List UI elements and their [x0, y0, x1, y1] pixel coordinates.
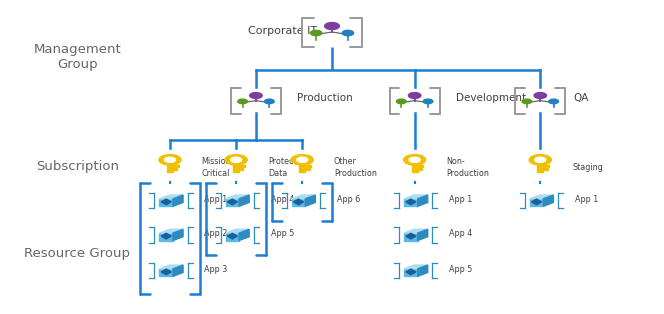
Polygon shape — [159, 199, 173, 206]
Polygon shape — [161, 233, 171, 239]
Polygon shape — [404, 195, 428, 199]
Bar — [239, 168, 244, 170]
Polygon shape — [161, 199, 171, 205]
Circle shape — [165, 157, 175, 162]
Text: App 6: App 6 — [337, 194, 360, 203]
Polygon shape — [226, 195, 249, 199]
Polygon shape — [418, 265, 428, 276]
Circle shape — [325, 23, 339, 30]
Bar — [305, 165, 311, 167]
Circle shape — [549, 99, 558, 104]
Circle shape — [396, 99, 406, 104]
Text: App 3: App 3 — [205, 264, 228, 273]
Polygon shape — [161, 269, 171, 275]
Text: Protected
Data: Protected Data — [268, 157, 307, 178]
Text: Non-
Production: Non- Production — [446, 157, 489, 178]
Polygon shape — [291, 199, 305, 206]
Bar — [418, 165, 423, 167]
Text: App 1: App 1 — [449, 194, 472, 203]
Polygon shape — [406, 233, 416, 239]
Polygon shape — [530, 199, 543, 206]
Circle shape — [230, 157, 242, 162]
Circle shape — [159, 154, 181, 165]
Polygon shape — [404, 199, 418, 206]
Polygon shape — [239, 195, 249, 206]
Polygon shape — [173, 265, 183, 276]
Polygon shape — [159, 195, 183, 199]
Text: App 1: App 1 — [574, 194, 598, 203]
Text: App 1: App 1 — [205, 194, 228, 203]
Circle shape — [408, 93, 421, 99]
Polygon shape — [543, 195, 553, 206]
Polygon shape — [159, 233, 173, 241]
Polygon shape — [418, 229, 428, 241]
Polygon shape — [173, 229, 183, 241]
Text: Corporate IT: Corporate IT — [248, 26, 317, 36]
Bar — [537, 160, 543, 172]
Text: App 2: App 2 — [205, 229, 228, 238]
Text: QA: QA — [573, 94, 589, 104]
Polygon shape — [406, 269, 416, 275]
Polygon shape — [418, 195, 428, 206]
Polygon shape — [159, 265, 183, 269]
Text: Staging: Staging — [572, 163, 603, 172]
Circle shape — [238, 99, 248, 104]
Circle shape — [225, 154, 247, 165]
Text: Subscription: Subscription — [36, 160, 119, 173]
Polygon shape — [404, 229, 428, 233]
Bar — [299, 160, 305, 172]
Circle shape — [264, 99, 274, 104]
Text: Mission
Critical: Mission Critical — [202, 157, 231, 178]
Polygon shape — [404, 233, 418, 241]
Text: App 4: App 4 — [449, 229, 472, 238]
Circle shape — [522, 99, 532, 104]
Polygon shape — [305, 195, 315, 206]
Polygon shape — [404, 265, 428, 269]
Polygon shape — [226, 199, 239, 206]
Polygon shape — [531, 199, 542, 205]
Polygon shape — [406, 199, 416, 205]
Circle shape — [409, 157, 420, 162]
Circle shape — [342, 30, 354, 36]
Polygon shape — [159, 229, 183, 233]
Polygon shape — [226, 233, 239, 241]
Bar — [167, 160, 173, 172]
Circle shape — [404, 154, 426, 165]
Bar — [543, 168, 548, 170]
Text: Management
Group: Management Group — [34, 43, 122, 71]
Bar — [305, 168, 309, 170]
Circle shape — [310, 30, 322, 36]
Circle shape — [291, 154, 313, 165]
Polygon shape — [226, 229, 249, 233]
Text: Production: Production — [297, 94, 353, 104]
Bar — [412, 160, 418, 172]
Bar — [173, 165, 179, 167]
Circle shape — [529, 154, 551, 165]
Bar — [543, 165, 549, 167]
Polygon shape — [159, 269, 173, 276]
Bar — [239, 165, 244, 167]
Circle shape — [534, 93, 546, 99]
Bar — [233, 160, 239, 172]
Circle shape — [535, 157, 546, 162]
Polygon shape — [173, 195, 183, 206]
Bar — [418, 168, 422, 170]
Text: App 5: App 5 — [449, 264, 472, 273]
Text: Other
Production: Other Production — [334, 157, 377, 178]
Polygon shape — [239, 229, 249, 241]
Polygon shape — [227, 199, 237, 205]
Bar — [173, 168, 177, 170]
Text: App 5: App 5 — [270, 229, 294, 238]
Polygon shape — [227, 233, 237, 239]
Text: App 4: App 4 — [270, 194, 293, 203]
Text: Resource Group: Resource Group — [25, 247, 130, 260]
Polygon shape — [291, 195, 315, 199]
Circle shape — [423, 99, 433, 104]
Circle shape — [250, 93, 262, 99]
Text: Development: Development — [456, 94, 526, 104]
Polygon shape — [404, 269, 418, 276]
Polygon shape — [293, 199, 303, 205]
Polygon shape — [530, 195, 553, 199]
Circle shape — [297, 157, 308, 162]
